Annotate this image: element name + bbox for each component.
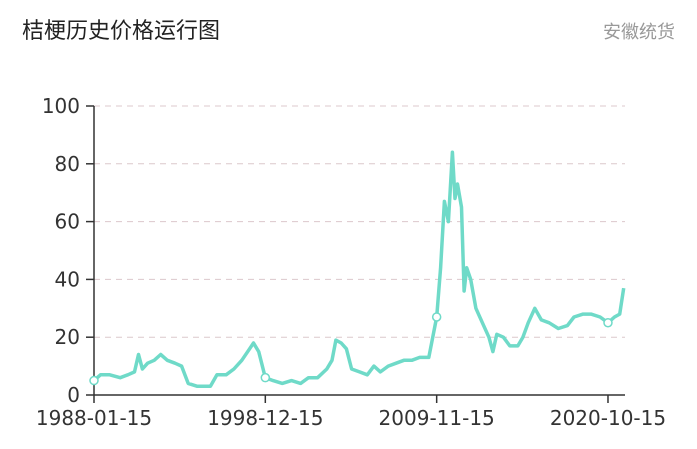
- point-marker: [89, 375, 99, 386]
- chart-subtitle: 安徽统货: [603, 22, 675, 43]
- x-tick-label: 1988-01-15: [36, 406, 152, 430]
- y-tick-label: 80: [55, 152, 80, 176]
- y-tick-label: 0: [67, 383, 80, 407]
- point-marker: [431, 312, 442, 322]
- point-marker: [603, 318, 613, 328]
- price-line: [92, 150, 626, 389]
- y-tick-label: 60: [55, 210, 80, 234]
- chart-title: 桔梗历史价格运行图: [22, 19, 220, 44]
- y-tick-label: 100: [42, 94, 80, 118]
- x-tick-label: 1998-12-15: [207, 406, 323, 430]
- y-tick-label: 40: [55, 267, 80, 291]
- x-tick-label: 2009-11-15: [379, 406, 495, 430]
- point-marker: [260, 372, 271, 383]
- x-tick-label: 2020-10-15: [550, 406, 666, 430]
- y-tick-label: 20: [55, 325, 80, 349]
